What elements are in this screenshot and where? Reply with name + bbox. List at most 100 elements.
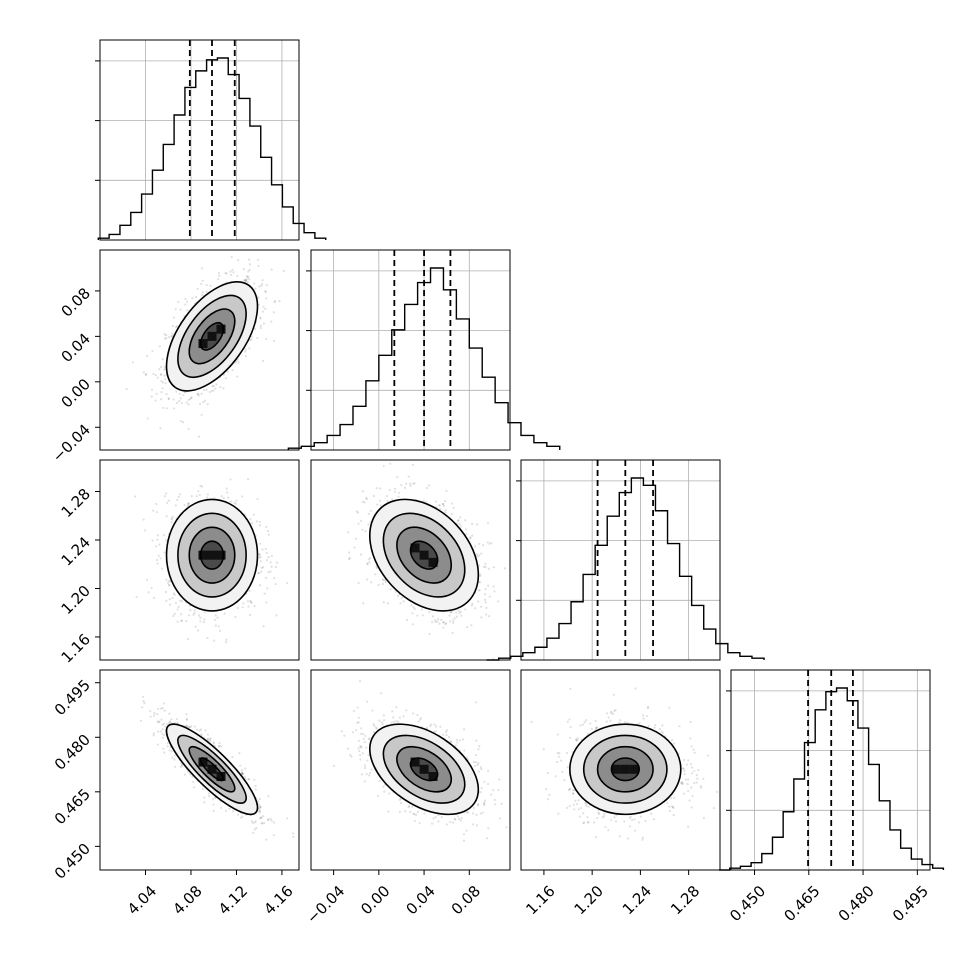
sample-point xyxy=(159,557,162,560)
sample-point xyxy=(236,375,239,378)
sample-point xyxy=(159,373,162,376)
sample-point xyxy=(367,523,370,526)
contour-line xyxy=(177,294,247,379)
sample-point xyxy=(431,621,434,624)
sample-point xyxy=(198,729,201,732)
sample-point xyxy=(223,612,226,615)
sample-point xyxy=(479,581,482,584)
sample-point xyxy=(365,498,368,501)
sample-point xyxy=(386,602,389,605)
sample-point xyxy=(267,795,270,798)
sample-point xyxy=(263,821,266,825)
sample-point xyxy=(455,611,458,614)
sample-point xyxy=(266,587,269,590)
sample-point xyxy=(258,797,261,801)
histogram-panel-p3 xyxy=(719,669,945,871)
sample-point xyxy=(247,477,250,481)
sample-point xyxy=(487,567,490,570)
sample-point xyxy=(367,558,370,561)
sample-point xyxy=(175,325,179,328)
sample-point xyxy=(249,600,253,604)
sample-point xyxy=(163,533,166,537)
sample-point xyxy=(156,713,159,716)
sample-point xyxy=(152,372,155,376)
sample-point xyxy=(244,348,247,351)
sample-point xyxy=(272,339,276,342)
sample-point xyxy=(460,614,463,617)
sample-point xyxy=(144,529,147,532)
panel-content xyxy=(139,695,295,841)
sample-point xyxy=(177,300,180,303)
sample-point xyxy=(477,589,480,592)
sample-point xyxy=(158,345,161,348)
sample-point xyxy=(449,611,452,614)
sample-point xyxy=(167,397,170,400)
sample-point xyxy=(187,502,190,505)
sample-point xyxy=(410,604,413,607)
sample-point xyxy=(482,543,485,547)
sample-point xyxy=(250,522,253,525)
sample-point xyxy=(411,623,414,626)
sample-point xyxy=(445,622,448,625)
sample-point xyxy=(234,615,237,619)
sample-point xyxy=(151,349,154,353)
sample-point xyxy=(247,275,250,278)
sample-point xyxy=(369,509,372,512)
sample-point xyxy=(184,303,187,306)
sample-point xyxy=(480,605,483,608)
sample-point xyxy=(167,336,170,339)
sample-point xyxy=(365,496,368,499)
sample-point xyxy=(476,555,479,558)
sample-point xyxy=(376,503,379,506)
panel-content xyxy=(133,477,289,644)
sample-point xyxy=(389,462,392,465)
sample-point xyxy=(375,566,378,569)
sample-point xyxy=(259,324,263,327)
sample-point xyxy=(260,566,263,569)
sample-point xyxy=(355,510,358,513)
sample-point xyxy=(258,285,261,288)
sample-point xyxy=(464,528,468,531)
sample-point xyxy=(286,581,289,585)
sample-point xyxy=(482,565,486,568)
sample-point xyxy=(219,806,223,810)
sample-point xyxy=(259,317,262,320)
sample-point xyxy=(251,821,254,824)
sample-point xyxy=(270,565,273,568)
sample-point xyxy=(190,495,193,498)
sample-point xyxy=(189,397,192,401)
sample-point xyxy=(245,275,248,278)
sample-point xyxy=(156,562,159,565)
sample-point xyxy=(470,522,474,526)
sample-point xyxy=(272,311,275,314)
sample-point xyxy=(167,397,170,400)
sample-point xyxy=(193,611,196,615)
sample-point xyxy=(248,347,251,350)
sample-point xyxy=(131,361,134,364)
sample-point xyxy=(246,281,250,284)
sample-point xyxy=(253,327,257,331)
sample-point xyxy=(262,359,265,363)
sample-point xyxy=(368,561,371,564)
sample-point xyxy=(186,309,189,312)
sample-point xyxy=(211,798,215,801)
sample-point xyxy=(480,616,483,619)
sample-point xyxy=(263,592,266,595)
sample-point xyxy=(256,337,259,340)
sample-point xyxy=(396,595,400,598)
sample-point xyxy=(260,284,263,287)
sample-point xyxy=(434,621,437,624)
sample-point xyxy=(165,407,168,410)
sample-point xyxy=(478,589,481,592)
sample-point xyxy=(164,378,167,381)
sample-point xyxy=(163,751,166,754)
sample-point xyxy=(217,277,220,281)
sample-point xyxy=(191,775,194,778)
sample-point xyxy=(224,272,227,275)
sample-point xyxy=(265,283,268,287)
sample-point xyxy=(262,322,265,325)
sample-point xyxy=(179,420,183,423)
sample-point xyxy=(205,290,208,293)
sample-point xyxy=(194,625,197,628)
sample-point xyxy=(257,571,260,575)
